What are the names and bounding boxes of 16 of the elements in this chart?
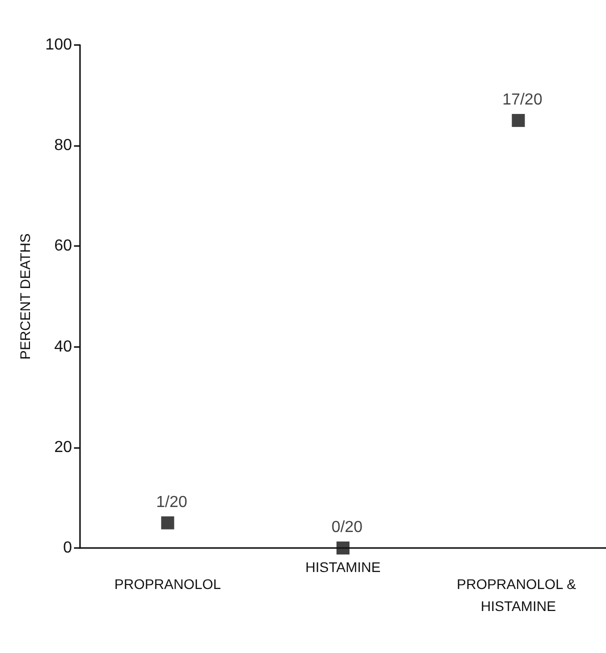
point xyxy=(336,542,350,554)
x-tick-label: PROPRANOLOL & HISTAMINE xyxy=(456,576,580,614)
x-tick-label: HISTAMINE xyxy=(305,559,381,575)
data-label: 0/20 xyxy=(331,519,363,536)
point xyxy=(512,114,525,127)
point xyxy=(161,516,174,530)
y-tick-label: 40 xyxy=(54,338,72,356)
data-label: 1/20 xyxy=(156,494,188,511)
x-tick-label: PROPRANOLOL xyxy=(114,576,222,592)
y-tick-label: 80 xyxy=(54,137,72,154)
y-tick-label: 20 xyxy=(54,438,72,456)
data-label: 17/20 xyxy=(502,91,542,108)
y-axis-title: PERCENT DEATHS xyxy=(17,233,33,360)
y-tick-label: 60 xyxy=(54,238,72,255)
y-tick-label: 100 xyxy=(45,36,72,54)
y-tick-label: 0 xyxy=(63,540,72,556)
